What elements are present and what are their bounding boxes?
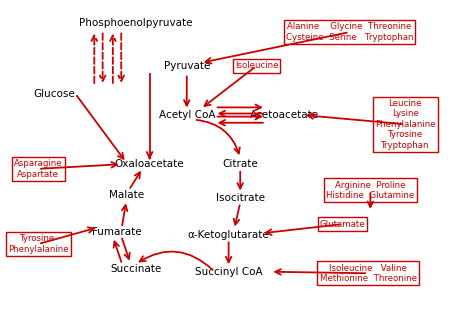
Text: Pyruvate: Pyruvate bbox=[164, 61, 210, 71]
Text: Fumarate: Fumarate bbox=[92, 227, 142, 237]
Text: Phosphoenolpyruvate: Phosphoenolpyruvate bbox=[79, 18, 192, 28]
Text: Glutamate: Glutamate bbox=[319, 219, 365, 229]
Text: Succinate: Succinate bbox=[110, 264, 161, 274]
Text: Succinyl CoA: Succinyl CoA bbox=[195, 267, 263, 277]
Text: Isoleucine   Valine
Methionine  Threonine: Isoleucine Valine Methionine Threonine bbox=[319, 264, 417, 283]
Text: Isoleucine: Isoleucine bbox=[235, 61, 278, 70]
Text: α-Ketoglutarate: α-Ketoglutarate bbox=[188, 230, 270, 240]
Text: Alanine    Glycine  Threonine
Cysteine  Serine   Tryptophan: Alanine Glycine Threonine Cysteine Serin… bbox=[286, 22, 413, 42]
Text: Arginine  Proline
Histidine  Glutamine: Arginine Proline Histidine Glutamine bbox=[326, 181, 414, 200]
Text: Acetoacetate: Acetoacetate bbox=[250, 110, 319, 120]
Text: Citrate: Citrate bbox=[222, 159, 258, 169]
Text: Asparagine
Aspartate: Asparagine Aspartate bbox=[14, 159, 63, 179]
Text: Acetyl CoA: Acetyl CoA bbox=[158, 110, 215, 120]
Text: Malate: Malate bbox=[109, 190, 144, 200]
Text: Tyrosine
Phenylalanine: Tyrosine Phenylalanine bbox=[8, 234, 68, 254]
Text: Oxaloacetate: Oxaloacetate bbox=[115, 159, 184, 169]
Text: Glucose: Glucose bbox=[34, 89, 75, 99]
Text: Isocitrate: Isocitrate bbox=[216, 193, 264, 203]
Text: Leucine
Lysine
Phenylalanine
Tyrosine
Tryptophan: Leucine Lysine Phenylalanine Tyrosine Tr… bbox=[375, 99, 436, 150]
